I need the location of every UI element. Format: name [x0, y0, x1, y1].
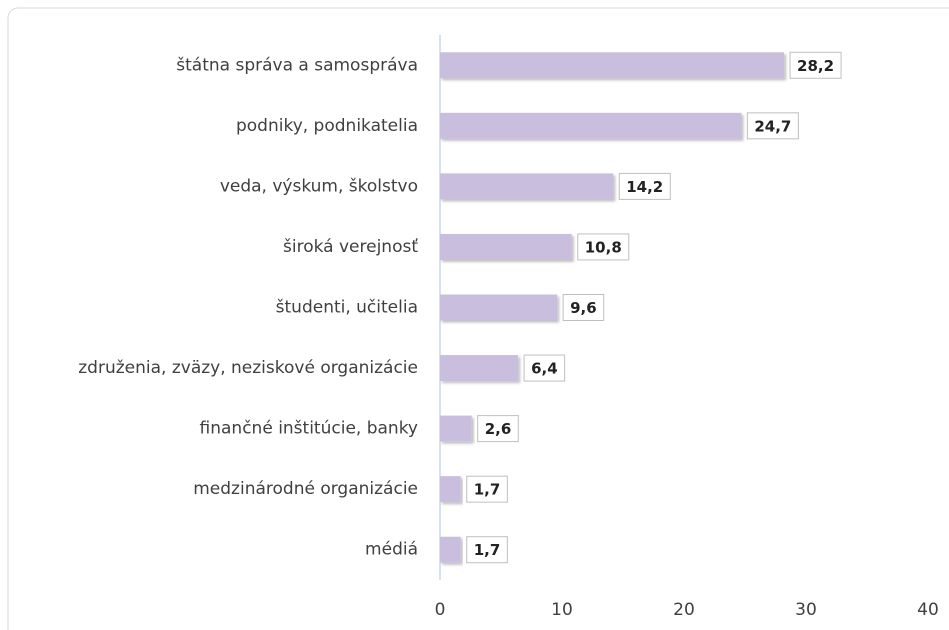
bar: [440, 112, 742, 139]
value-label-box: [746, 112, 799, 140]
bar: [440, 355, 519, 382]
x-tick-label: 0: [435, 600, 446, 620]
y-tick-label: finančné inštitúcie, banky: [200, 419, 418, 439]
value-label-box: [562, 294, 605, 321]
y-tick-label: široká verejnosť: [283, 237, 418, 257]
bar: [440, 233, 572, 260]
y-tick-label: združenia, zväzy, neziskové organizácie: [78, 358, 418, 378]
value-label-box: [577, 233, 630, 261]
x-tick-label: 30: [795, 600, 817, 620]
y-tick-label: študenti, učitelia: [276, 298, 418, 318]
value-label-box: [466, 475, 508, 503]
value-label-box: [466, 536, 508, 564]
value-label: 28,2: [797, 57, 834, 75]
value-label: 1,7: [474, 481, 501, 499]
value-label-box: [477, 415, 519, 443]
x-tick-label: 20: [673, 600, 695, 620]
value-label: 14,2: [626, 178, 663, 196]
bar: [440, 476, 461, 503]
bar: [440, 294, 558, 321]
bar: [440, 415, 472, 442]
y-tick-label: medzinárodné organizácie: [193, 479, 418, 499]
value-label-box: [523, 354, 566, 382]
y-tick-label: podniky, podnikatelia: [236, 116, 418, 136]
bar: [440, 173, 614, 200]
value-label: 2,6: [485, 420, 512, 438]
value-label: 9,6: [570, 299, 597, 317]
y-tick-label: médiá: [365, 540, 418, 560]
bar: [440, 52, 785, 79]
value-label-box: [789, 51, 842, 79]
bar: [440, 536, 461, 563]
y-tick-label: štátna správa a samospráva: [176, 55, 418, 75]
y-tick-label: veda, výskum, školstvo: [220, 176, 418, 196]
value-label: 1,7: [474, 541, 501, 559]
value-label: 24,7: [754, 117, 791, 135]
value-label: 10,8: [585, 238, 622, 256]
x-tick-label: 40: [917, 600, 939, 620]
x-tick-label: 10: [551, 600, 573, 620]
value-label: 6,4: [531, 360, 558, 378]
value-label-box: [618, 172, 671, 200]
